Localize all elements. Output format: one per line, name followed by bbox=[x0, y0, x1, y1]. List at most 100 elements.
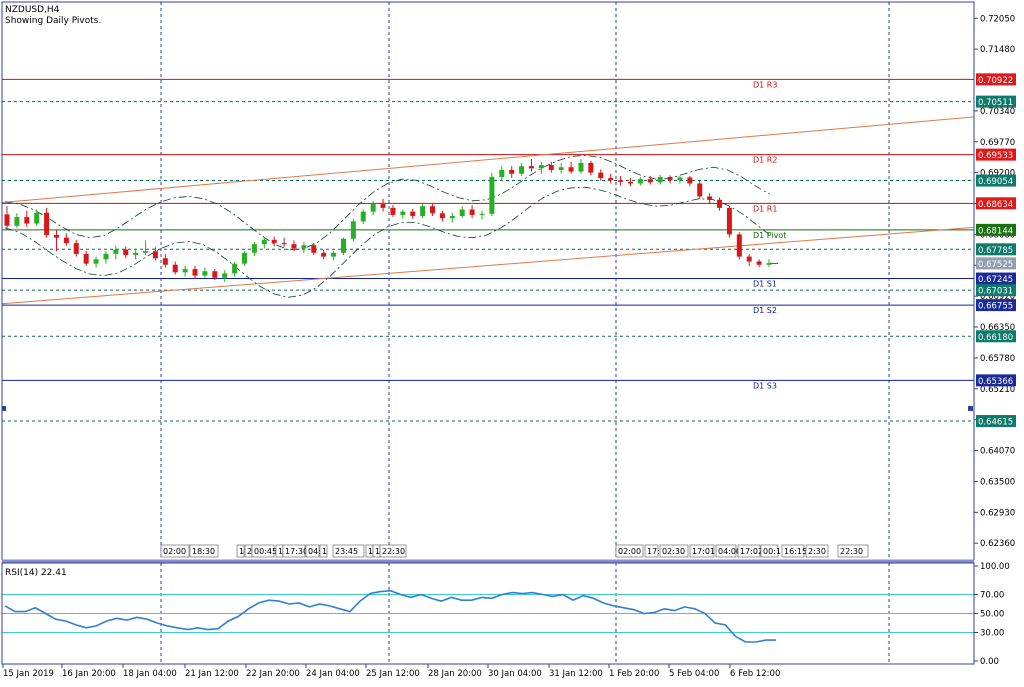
candle-body bbox=[528, 166, 534, 169]
candle-body bbox=[44, 212, 50, 235]
session-box bbox=[737, 544, 761, 558]
price-tag bbox=[976, 284, 1016, 297]
time-tick-label: 18 Jan 04:00 bbox=[123, 669, 177, 679]
price-tag bbox=[976, 374, 1016, 387]
price-tick-label: 0.72050 bbox=[980, 14, 1015, 24]
session-box bbox=[236, 544, 245, 558]
price-tag-label: 0.67245 bbox=[978, 275, 1013, 285]
pivot-label: D1 Pivot bbox=[753, 231, 786, 240]
time-tick-label: 30 Jan 04:00 bbox=[488, 669, 542, 679]
channel-line bbox=[1, 226, 975, 305]
main-panel-border bbox=[1, 1, 975, 561]
channel-line bbox=[1, 116, 975, 203]
candle-body bbox=[331, 252, 337, 257]
trend-channel bbox=[1, 116, 975, 305]
session-box bbox=[689, 544, 715, 558]
candle-body bbox=[400, 211, 406, 215]
candle-body bbox=[152, 251, 158, 259]
candle-body bbox=[746, 256, 752, 262]
candle-body bbox=[479, 213, 485, 215]
price-tag-label: 0.66180 bbox=[978, 333, 1013, 343]
price-tag-label: 0.69533 bbox=[978, 151, 1013, 161]
pivot-label: D1 S2 bbox=[753, 306, 777, 315]
session-box-label: 1 bbox=[375, 547, 380, 556]
price-tag-label: 0.68634 bbox=[978, 200, 1013, 210]
time-axis: 15 Jan 2019 16 Jan 20:00 18 Jan 04:00 21 Ja… bbox=[2, 664, 780, 679]
candle-body bbox=[449, 215, 455, 219]
candle-body bbox=[251, 244, 257, 253]
price-tick-label: 0.70340 bbox=[980, 107, 1015, 117]
candle-body bbox=[697, 183, 703, 197]
candle-body bbox=[430, 206, 436, 214]
time-tick-label: 15 Jan 2019 bbox=[3, 669, 54, 679]
session-box bbox=[189, 544, 219, 558]
candle-body bbox=[281, 243, 287, 245]
candle-body bbox=[103, 253, 109, 260]
pivot-label: D1 R3 bbox=[753, 80, 777, 89]
candle-body bbox=[726, 207, 732, 235]
candle-body bbox=[123, 249, 129, 255]
pivot-label: D1 S1 bbox=[753, 280, 777, 289]
session-box bbox=[251, 544, 275, 558]
price-tag bbox=[976, 257, 1016, 270]
candle-body bbox=[598, 172, 604, 179]
candle-body bbox=[291, 244, 297, 249]
price-tick-label: 0.63500 bbox=[980, 477, 1015, 487]
candle-body bbox=[420, 206, 426, 216]
price-tag bbox=[976, 95, 1016, 108]
price-tick-label: 0.69200 bbox=[980, 169, 1015, 179]
price-tag-label: 0.65366 bbox=[978, 377, 1013, 387]
candle-body bbox=[756, 261, 762, 265]
price-tick-label: 0.65210 bbox=[980, 385, 1015, 395]
candle-body bbox=[390, 207, 396, 215]
envelope-curve bbox=[4, 154, 771, 251]
pivot-subtitle: Showing Daily Pivots. bbox=[5, 16, 101, 26]
session-box bbox=[760, 544, 779, 558]
price-tag bbox=[976, 148, 1016, 161]
session-box-label: 1 bbox=[278, 547, 283, 556]
candle-body bbox=[301, 245, 307, 249]
right-marker bbox=[968, 406, 973, 411]
envelope-indicator bbox=[4, 154, 771, 298]
candle-body bbox=[568, 167, 574, 172]
candle-body bbox=[222, 273, 228, 278]
candle-body bbox=[162, 258, 168, 265]
time-tick-label: 24 Jan 04:00 bbox=[306, 669, 360, 679]
price-tick-label: 0.66920 bbox=[980, 292, 1015, 302]
price-tick-label: 0.65780 bbox=[980, 354, 1015, 364]
candle-body bbox=[232, 263, 238, 274]
candle-body bbox=[736, 234, 742, 257]
candle-body bbox=[202, 271, 208, 276]
price-tag-label: 0.67525 bbox=[978, 260, 1013, 270]
time-tick-label: 5 Feb 04:00 bbox=[669, 669, 719, 679]
candle-body bbox=[459, 209, 465, 216]
session-box-label: 22:30 bbox=[382, 547, 405, 556]
price-tag bbox=[976, 299, 1016, 312]
price-tag-label: 0.69054 bbox=[978, 177, 1013, 187]
session-box-label: 02:00 bbox=[163, 547, 186, 556]
candle-body bbox=[24, 217, 30, 224]
session-box-label: 17:02 bbox=[740, 547, 763, 556]
rsi-tick-label: 100.00 bbox=[980, 562, 1010, 572]
price-tag-label: 0.67785 bbox=[978, 246, 1013, 256]
session-box bbox=[805, 544, 829, 558]
price-tag bbox=[976, 73, 1016, 86]
candle-body bbox=[271, 239, 277, 244]
price-tick-label: 0.62360 bbox=[980, 539, 1015, 549]
candle-body bbox=[588, 162, 594, 173]
candle-body bbox=[439, 213, 445, 219]
candle-body bbox=[578, 162, 584, 172]
pivot-label: D1 S3 bbox=[753, 381, 777, 390]
envelope-curve bbox=[4, 186, 771, 298]
candle-body bbox=[499, 169, 505, 177]
price-tag bbox=[976, 174, 1016, 187]
candle-body bbox=[509, 169, 515, 174]
price-tick-label: 0.66350 bbox=[980, 323, 1015, 333]
candle-body bbox=[83, 253, 89, 264]
candle-body bbox=[410, 211, 416, 216]
session-box-label: 17: bbox=[647, 547, 660, 556]
session-box-label: 02:00 bbox=[618, 547, 641, 556]
candle-body bbox=[133, 252, 139, 255]
